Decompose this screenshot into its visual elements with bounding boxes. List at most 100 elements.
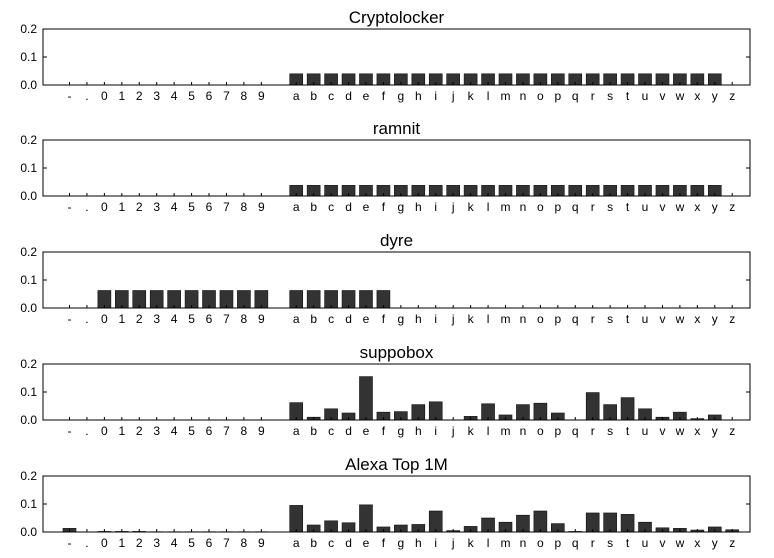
x-tick-label: 3 xyxy=(153,536,160,550)
x-tick-label: j xyxy=(451,89,455,103)
chart-title: Alexa Top 1M xyxy=(345,455,448,474)
x-tick-label: c xyxy=(328,424,334,438)
y-tick-label: 0.2 xyxy=(20,22,37,36)
x-tick-label: c xyxy=(328,89,334,103)
x-tick-label: d xyxy=(345,424,352,438)
y-tick-label: 0.0 xyxy=(20,78,37,92)
x-tick-label: j xyxy=(451,424,455,438)
y-tick-label: 0.0 xyxy=(20,189,37,203)
x-tick-label: k xyxy=(468,89,475,103)
bar-o xyxy=(533,510,548,533)
x-tick-label: a xyxy=(293,200,300,214)
x-tick-label: d xyxy=(345,536,352,550)
x-tick-label: 7 xyxy=(223,312,230,326)
x-tick-label: c xyxy=(328,536,334,550)
chart-panel-1: Cryptolocker 0.0 0.1 0.2 -. 0 1 2 3 4 5 6 7 8 9 a b c d e f g… xyxy=(20,8,751,103)
x-tick-label: 9 xyxy=(258,424,265,438)
x-tick-label: z xyxy=(729,536,735,550)
chart-panel-5: Alexa Top 1M 0.0 0.1 0.2 -. 0 1 2 3 4 5 6 7 8 9 a b c d e f g… xyxy=(20,455,751,550)
x-tick-label: 4 xyxy=(171,200,178,214)
x-tick-label: 7 xyxy=(223,89,230,103)
x-tick-label: k xyxy=(468,424,475,438)
x-tick-label: 0 xyxy=(101,200,108,214)
x-tick-label: g xyxy=(398,424,405,438)
x-tick-label: k xyxy=(468,536,475,550)
x-tick-label: 6 xyxy=(206,536,213,550)
x-tick-label: . xyxy=(85,200,88,214)
x-tick-label: i xyxy=(434,89,437,103)
x-tick-label: b xyxy=(310,89,317,103)
x-tick-label: z xyxy=(729,424,735,438)
x-tick-label: x xyxy=(694,312,700,326)
x-tick-label: t xyxy=(626,89,630,103)
x-tick-label: m xyxy=(501,536,511,550)
x-tick-label: b xyxy=(310,424,317,438)
x-tick-label: o xyxy=(537,200,544,214)
x-tick-label: t xyxy=(626,312,630,326)
x-tick-label: e xyxy=(363,89,370,103)
x-tick-label: l xyxy=(487,312,490,326)
x-tick-label: x xyxy=(694,424,700,438)
x-tick-label: q xyxy=(572,89,579,103)
x-tick-label: b xyxy=(310,312,317,326)
x-tick-label: 8 xyxy=(241,200,248,214)
x-tick-label: l xyxy=(487,89,490,103)
x-tick-label: h xyxy=(415,312,422,326)
x-tick-label: n xyxy=(520,200,527,214)
y-tick-label: 0.0 xyxy=(20,301,37,315)
bar-e xyxy=(359,504,373,533)
x-tick-label: 3 xyxy=(153,424,160,438)
x-tick-label: f xyxy=(382,200,386,214)
x-tick-label: g xyxy=(398,200,405,214)
x-tick-label: w xyxy=(675,312,685,326)
x-tick-label: n xyxy=(520,89,527,103)
x-tick-label: - xyxy=(68,89,72,103)
x-tick-label: m xyxy=(501,424,511,438)
x-tick-label: y xyxy=(712,424,718,438)
x-tick-label: 6 xyxy=(206,89,213,103)
x-tick-label: - xyxy=(68,200,72,214)
x-tick-label: . xyxy=(85,89,88,103)
x-tick-label: n xyxy=(520,312,527,326)
x-tick-label: 7 xyxy=(223,536,230,550)
x-tick-label: 0 xyxy=(101,424,108,438)
x-tick-label: x xyxy=(694,536,700,550)
x-tick-label: 0 xyxy=(101,89,108,103)
x-tick-label: i xyxy=(434,200,437,214)
y-tick-label: 0.2 xyxy=(20,469,37,483)
x-tick-label: . xyxy=(85,312,88,326)
y-tick-label: 0.2 xyxy=(20,245,37,259)
x-tick-label: f xyxy=(382,424,386,438)
x-tick-label: r xyxy=(591,200,595,214)
x-tick-label: k xyxy=(468,200,475,214)
x-tick-label: i xyxy=(434,312,437,326)
chart-panel-3: dyre 0.0 0.1 0.2 -. 0 1 2 3 4 5 6 7 8 9 a b c d e f g h i j k l m n o… xyxy=(20,231,751,326)
x-tick-label: 5 xyxy=(188,536,195,550)
x-tick-label: e xyxy=(363,312,370,326)
x-tick-label: 6 xyxy=(206,312,213,326)
x-tick-label: l xyxy=(487,536,490,550)
x-tick-label: d xyxy=(345,89,352,103)
x-tick-label: - xyxy=(68,536,72,550)
x-tick-label: 4 xyxy=(171,424,178,438)
x-tick-label: o xyxy=(537,536,544,550)
x-tick-label: v xyxy=(659,312,665,326)
x-tick-label: 1 xyxy=(118,312,125,326)
x-tick-label: 6 xyxy=(206,424,213,438)
x-tick-label: a xyxy=(293,312,300,326)
x-tick-label: w xyxy=(675,89,685,103)
x-tick-label: t xyxy=(626,536,630,550)
x-tick-label: r xyxy=(591,424,595,438)
chart-panel-2: ramnit 0.0 0.1 0.2 -. 0 1 2 3 4 5 6 7 8 9 a b c d e f g h i j k l m… xyxy=(20,119,751,214)
x-tick-label: r xyxy=(591,89,595,103)
y-tick-label: 0.0 xyxy=(20,525,37,539)
x-tick-label: 5 xyxy=(188,89,195,103)
x-tick-label: u xyxy=(642,536,649,550)
x-tick-label: h xyxy=(415,424,422,438)
x-tick-label: l xyxy=(487,200,490,214)
x-tick-label: u xyxy=(642,89,649,103)
x-tick-label: i xyxy=(434,424,437,438)
x-tick-label: u xyxy=(642,424,649,438)
x-tick-label: 1 xyxy=(118,536,125,550)
